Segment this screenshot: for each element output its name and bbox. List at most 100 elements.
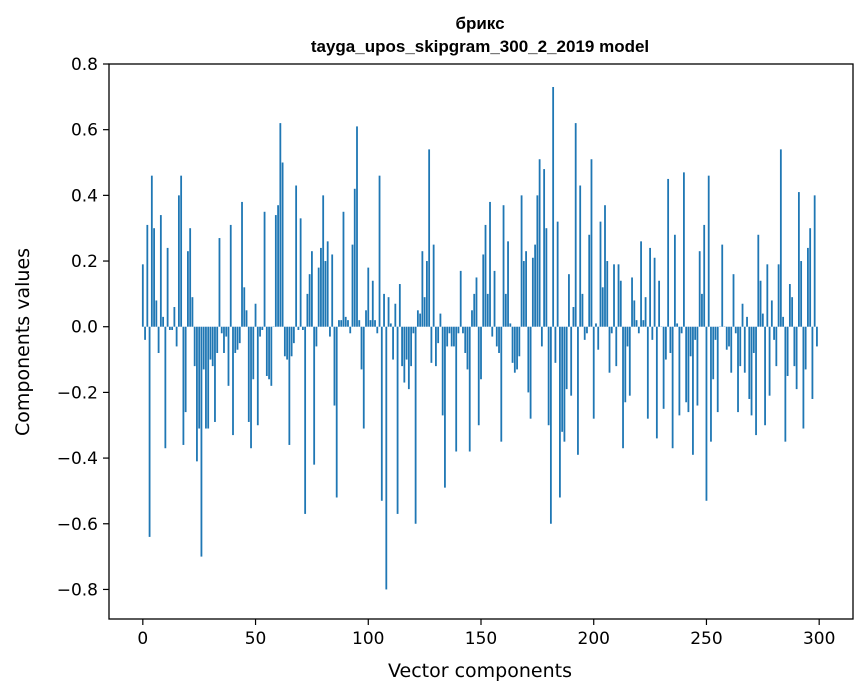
bar-169 — [522, 261, 525, 327]
bar-205 — [604, 205, 606, 327]
bar-18 — [182, 326, 185, 445]
bar-260 — [728, 326, 730, 347]
bar-29 — [207, 326, 210, 429]
bar-259 — [725, 326, 728, 350]
bar-268 — [746, 316, 748, 327]
bar-173 — [531, 257, 534, 327]
bar-299 — [816, 326, 818, 347]
bar-151 — [482, 254, 485, 327]
bar-266 — [741, 303, 744, 327]
bar-80 — [322, 195, 325, 327]
bar-160 — [502, 205, 505, 327]
bar-50 — [254, 303, 257, 327]
bar-95 — [356, 126, 358, 327]
bar-3 — [148, 326, 151, 537]
bar-291 — [797, 192, 800, 327]
bar-98 — [362, 326, 365, 429]
bar-150 — [480, 326, 482, 380]
bar-248 — [701, 293, 703, 327]
bar-228 — [655, 326, 658, 439]
bars-group — [141, 86, 818, 590]
bar-250 — [705, 326, 708, 501]
bar-109 — [387, 297, 390, 327]
bar-277 — [766, 264, 769, 327]
bar-197 — [586, 326, 588, 334]
bar-57 — [270, 326, 273, 386]
bar-123 — [419, 313, 422, 327]
bar-42 — [236, 326, 239, 350]
x-axis-ticks: 0 50 100 150 200 250 300 — [137, 619, 835, 649]
bar-188 — [565, 326, 568, 390]
bar-191 — [572, 307, 575, 327]
bar-93 — [351, 244, 354, 327]
bar-176 — [538, 159, 541, 327]
bar-177 — [540, 326, 543, 347]
y-axis-label: Components values — [12, 248, 34, 436]
bar-237 — [676, 323, 679, 327]
bar-13 — [171, 326, 174, 330]
bar-158 — [498, 326, 500, 353]
bar-263 — [734, 326, 737, 334]
bar-212 — [619, 280, 622, 327]
bar-41 — [234, 326, 237, 353]
bar-254 — [714, 326, 717, 340]
bar-145 — [468, 326, 471, 452]
bar-14 — [173, 307, 176, 327]
bar-208 — [610, 326, 613, 334]
bar-223 — [644, 297, 647, 327]
bar-52 — [259, 326, 261, 337]
bar-284 — [782, 316, 785, 327]
bar-92 — [349, 326, 352, 334]
bar-251 — [707, 175, 710, 327]
bar-91 — [347, 320, 349, 327]
bar-117 — [405, 326, 408, 360]
bar-231 — [662, 326, 665, 409]
bar-81 — [324, 261, 327, 327]
bar-12 — [168, 326, 171, 330]
bar-274 — [759, 280, 762, 327]
bar-157 — [495, 326, 498, 347]
bar-215 — [626, 326, 629, 347]
bar-272 — [755, 326, 757, 436]
bar-267 — [743, 326, 746, 373]
bar-280 — [773, 326, 775, 340]
bar-39 — [229, 224, 232, 327]
bar-165 — [513, 326, 516, 373]
bar-288 — [791, 297, 794, 327]
bar-185 — [559, 326, 561, 498]
bar-144 — [466, 326, 469, 370]
bar-166 — [516, 326, 518, 370]
bar-72 — [304, 326, 307, 514]
bar-44 — [241, 201, 243, 327]
bar-70 — [299, 218, 302, 327]
bar-201 — [595, 323, 597, 327]
bar-262 — [732, 274, 735, 327]
bar-84 — [331, 254, 334, 327]
bar-155 — [491, 326, 494, 337]
bar-88 — [340, 320, 343, 327]
bar-85 — [333, 326, 336, 406]
bar-40 — [232, 326, 234, 436]
bar-17 — [180, 175, 183, 327]
bar-226 — [651, 326, 654, 340]
bar-83 — [329, 326, 331, 337]
bar-290 — [795, 326, 798, 390]
bar-121 — [414, 326, 417, 524]
bar-132 — [439, 313, 442, 327]
bar-101 — [369, 320, 372, 327]
bar-9 — [162, 316, 165, 327]
bar-37 — [225, 326, 228, 337]
bar-119 — [410, 326, 413, 367]
bar-24 — [196, 326, 198, 462]
bar-278 — [768, 326, 771, 396]
bar-241 — [685, 326, 688, 403]
bar-16 — [177, 195, 180, 327]
bar-48 — [250, 326, 252, 449]
bar-23 — [193, 326, 196, 367]
bar-179 — [545, 228, 548, 327]
bar-110 — [389, 323, 392, 327]
chart-subtitle: tayga_upos_skipgram_300_2_2019 model — [311, 37, 649, 56]
bar-59 — [274, 215, 277, 327]
bar-53 — [261, 326, 264, 330]
